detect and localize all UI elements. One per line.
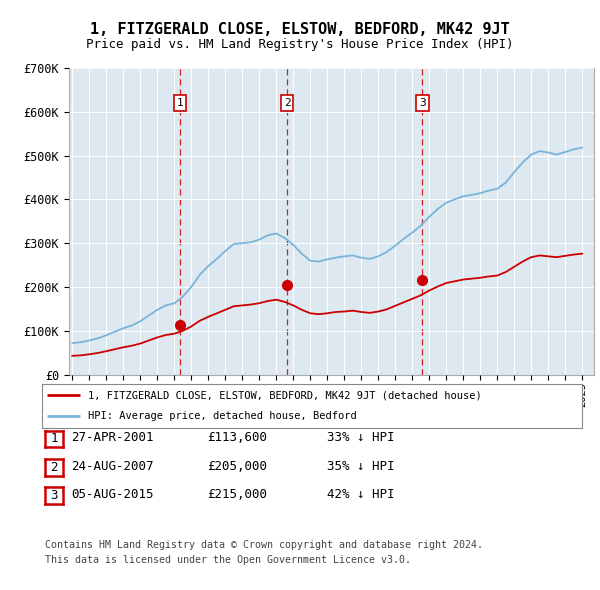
Text: 05-AUG-2015: 05-AUG-2015 <box>71 488 154 501</box>
Text: 24-AUG-2007: 24-AUG-2007 <box>71 460 154 473</box>
Text: £113,600: £113,600 <box>207 431 267 444</box>
Text: 1: 1 <box>50 432 58 445</box>
Text: 33% ↓ HPI: 33% ↓ HPI <box>327 431 395 444</box>
Text: 3: 3 <box>50 489 58 502</box>
Text: This data is licensed under the Open Government Licence v3.0.: This data is licensed under the Open Gov… <box>45 555 411 565</box>
Text: Price paid vs. HM Land Registry's House Price Index (HPI): Price paid vs. HM Land Registry's House … <box>86 38 514 51</box>
Text: £205,000: £205,000 <box>207 460 267 473</box>
Text: 1: 1 <box>176 98 184 108</box>
Text: 42% ↓ HPI: 42% ↓ HPI <box>327 488 395 501</box>
Text: 1, FITZGERALD CLOSE, ELSTOW, BEDFORD, MK42 9JT: 1, FITZGERALD CLOSE, ELSTOW, BEDFORD, MK… <box>90 22 510 37</box>
Text: 3: 3 <box>419 98 426 108</box>
Text: Contains HM Land Registry data © Crown copyright and database right 2024.: Contains HM Land Registry data © Crown c… <box>45 540 483 550</box>
Text: 27-APR-2001: 27-APR-2001 <box>71 431 154 444</box>
Text: 35% ↓ HPI: 35% ↓ HPI <box>327 460 395 473</box>
Text: £215,000: £215,000 <box>207 488 267 501</box>
Text: 2: 2 <box>284 98 291 108</box>
Text: 2: 2 <box>50 461 58 474</box>
Text: 1, FITZGERALD CLOSE, ELSTOW, BEDFORD, MK42 9JT (detached house): 1, FITZGERALD CLOSE, ELSTOW, BEDFORD, MK… <box>88 391 482 401</box>
Text: HPI: Average price, detached house, Bedford: HPI: Average price, detached house, Bedf… <box>88 411 356 421</box>
